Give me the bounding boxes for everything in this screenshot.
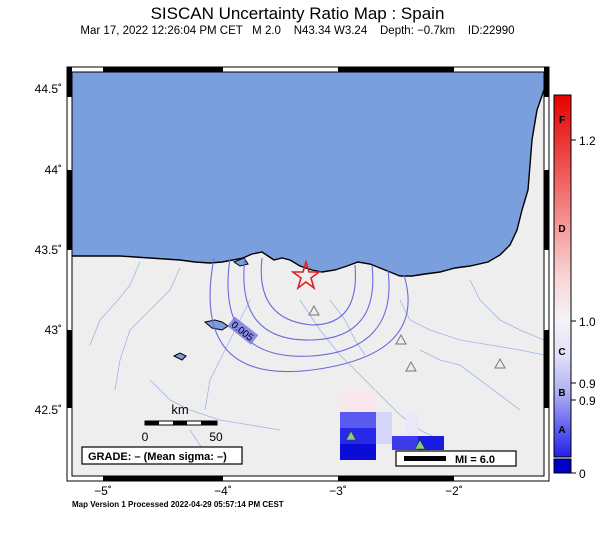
lon-label: −2˚ (445, 484, 463, 498)
colorbar-grade: F (559, 115, 565, 126)
colorbar-grade: C (558, 347, 565, 358)
coastline (72, 89, 544, 277)
colorbar-value: 0.9 (579, 394, 595, 408)
mi-legend: MI = 6.0 (395, 450, 517, 467)
lon-label: −3˚ (329, 484, 347, 498)
lon-label: −5˚ (94, 484, 112, 498)
epicenter-star (290, 259, 322, 291)
colorbar-value: 1.2 (579, 134, 595, 148)
sea (72, 72, 544, 276)
lat-label: 44.5˚ (35, 82, 62, 96)
scale-unit: km (171, 402, 188, 417)
map-area (72, 72, 544, 476)
colorbar-grade: D (558, 224, 565, 235)
uncertainty-contours (209, 257, 409, 373)
map-footer: Map Version 1 Processed 2022-04-29 05:57… (72, 500, 284, 509)
map-frame (71, 71, 545, 477)
svg-text:GRADE: – (Mean sigma: –): GRADE: – (Mean sigma: –) (88, 451, 227, 463)
lat-label: 43.5˚ (35, 243, 62, 257)
colorbar-grade: A (558, 425, 565, 436)
lon-label: −4˚ (214, 484, 232, 498)
grade-box: GRADE: – (Mean sigma: –) (81, 446, 243, 465)
svg-text:MI = 6.0: MI = 6.0 (455, 454, 495, 466)
stations (308, 304, 506, 450)
frame-ticks (67, 67, 549, 481)
colorbar-value: 0.9 (579, 377, 595, 391)
scale-tick: 50 (209, 430, 223, 444)
map-subtitle: Mar 17, 2022 12:26:04 PM CET M 2.0 N43.3… (80, 25, 515, 37)
scale-tick: 0 (142, 430, 149, 444)
colorbar: F D C B A 1.2 1.0 0.9 0.9 0 (553, 94, 595, 481)
lat-label: 42.5˚ (35, 403, 62, 417)
map-outer-frame (66, 66, 550, 482)
colorbar-value: 0 (579, 467, 586, 481)
colorbar-grade: B (558, 388, 565, 399)
latitude-labels: 44.5˚ 44˚ 43.5˚ 43˚ 42.5˚ (35, 82, 62, 417)
longitude-labels: −5˚ −4˚ −3˚ −2˚ (94, 484, 463, 498)
lat-label: 44˚ (45, 163, 62, 177)
map-title: SISCAN Uncertainty Ratio Map : Spain (150, 4, 445, 23)
scale-bar: km 0 50 (142, 402, 223, 444)
colorbar-value: 1.0 (579, 315, 595, 329)
lat-label: 43˚ (45, 323, 62, 337)
